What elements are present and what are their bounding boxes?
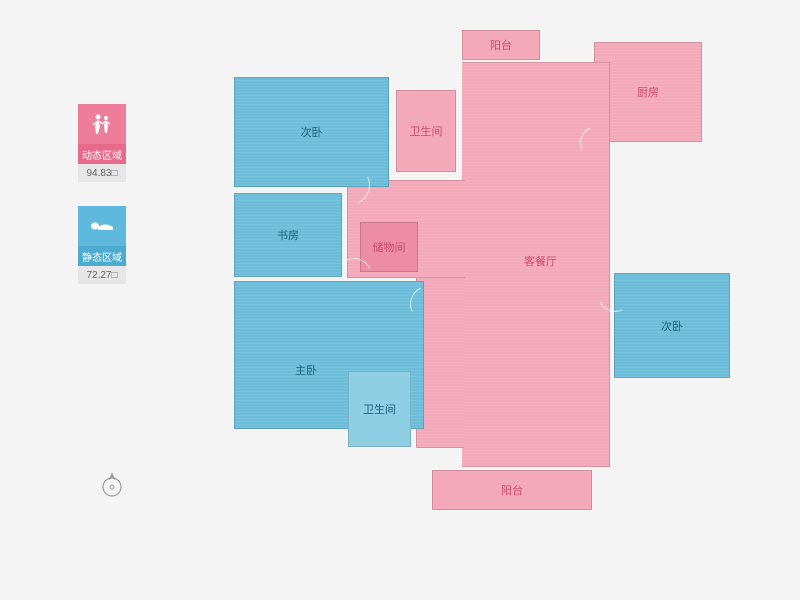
room-label: 次卧 [301,124,323,140]
legend-dynamic: 动态区域 94.83□ [78,104,138,182]
room-label: 次卧 [661,318,683,334]
room-kitchen: 厨房 [594,42,702,142]
room-label: 储物间 [373,239,406,255]
room-label: 主卧 [295,362,317,378]
room-living-dining: 客餐厅 [462,62,610,467]
legend-dynamic-label: 动态区域 [78,144,126,164]
room-balcony-bottom: 阳台 [432,470,592,510]
legend-static-value: 72.27□ [78,266,126,284]
compass-icon [98,470,126,498]
room-bathroom-1: 卫生间 [396,90,456,172]
room-label: 客餐厅 [524,253,557,269]
floorplan: 阳台 厨房 客餐厅 卫生间 储物间 次卧 书房 主卧 卫生间 次卧 阳台 [210,30,750,550]
room-label: 阳台 [501,482,523,498]
legend-dynamic-value: 94.83□ [78,164,126,182]
room-label: 阳台 [490,37,512,53]
room-label: 卫生间 [410,123,443,139]
room-label: 书房 [277,227,299,243]
room-bedroom-secondary-1: 次卧 [234,77,389,187]
room-study: 书房 [234,193,342,277]
legend-static-label: 静态区域 [78,246,126,266]
room-balcony-top: 阳台 [462,30,540,60]
room-label: 卫生间 [363,401,396,417]
people-icon [78,104,126,144]
legend-static: 静态区域 72.27□ [78,206,138,284]
sleep-icon [78,206,126,246]
room-label: 厨房 [637,84,659,100]
legend: 动态区域 94.83□ 静态区域 72.27□ [78,104,138,308]
room-bathroom-2: 卫生间 [348,371,411,447]
